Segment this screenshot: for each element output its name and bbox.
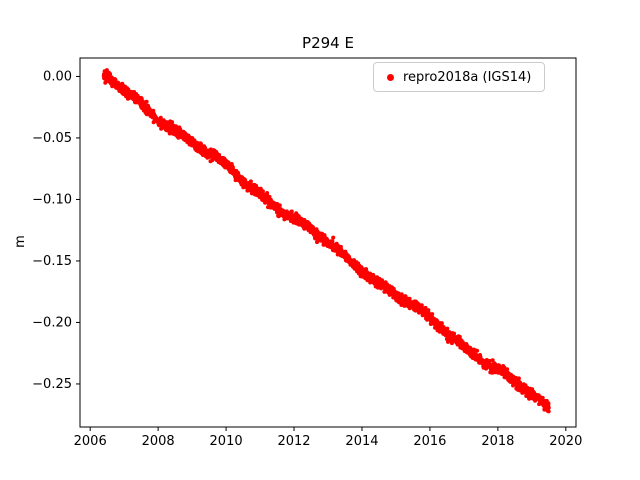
scatter-points (101, 68, 551, 414)
x-tick-label: 2008 (142, 434, 175, 449)
y-tick-label: −0.05 (32, 131, 72, 146)
x-tick-label: 2020 (549, 434, 582, 449)
y-tick-label: −0.10 (32, 192, 72, 207)
legend-label: repro2018a (IGS14) (403, 69, 532, 85)
y-tick-label: −0.25 (32, 377, 72, 392)
legend: repro2018a (IGS14) (373, 62, 546, 92)
y-tick-label: −0.20 (32, 315, 72, 330)
axes-frame (79, 57, 577, 428)
chart-title: P294 E (302, 34, 354, 52)
legend-marker-dot-icon (387, 73, 394, 81)
y-tick-label: −0.15 (32, 254, 72, 269)
x-tick-label: 2006 (74, 434, 107, 449)
x-tick-label: 2010 (210, 434, 243, 449)
x-tick-label: 2018 (481, 434, 514, 449)
x-tick-label: 2014 (345, 434, 378, 449)
y-tick-label: 0.00 (43, 69, 72, 84)
y-axis-label: m (12, 235, 28, 248)
x-tick-label: 2012 (277, 434, 310, 449)
x-tick-label: 2016 (413, 434, 446, 449)
